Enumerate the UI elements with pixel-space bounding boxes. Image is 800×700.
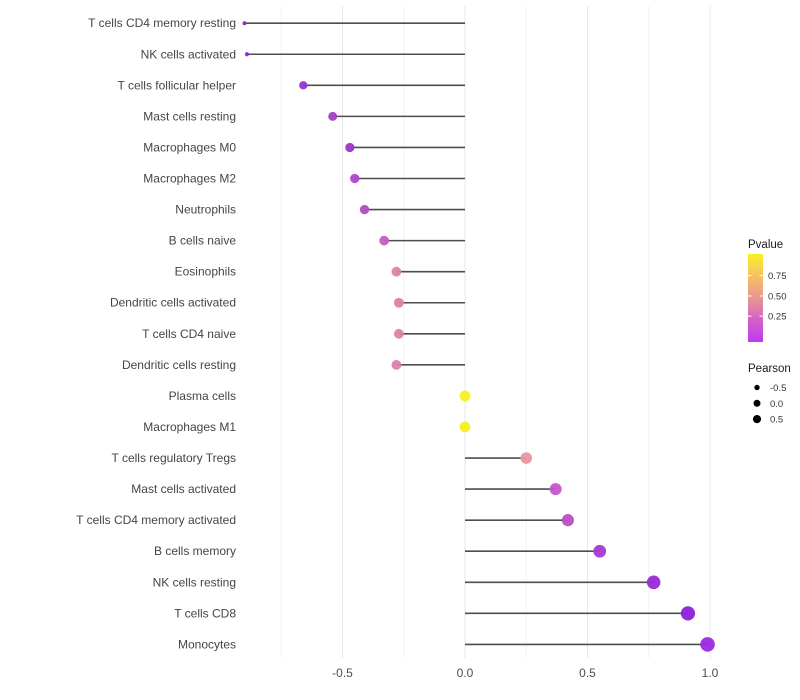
- y-axis-label: Plasma cells: [169, 389, 236, 403]
- lollipop-row: T cells regulatory Tregs: [112, 451, 533, 465]
- data-point: [359, 204, 370, 215]
- data-point: [646, 575, 661, 590]
- y-axis-label: Dendritic cells resting: [122, 358, 236, 372]
- lollipop-row: T cells CD8: [174, 606, 696, 621]
- y-axis-label: Dendritic cells activated: [110, 296, 236, 310]
- y-axis-label: B cells memory: [154, 544, 236, 558]
- lollipop-row: B cells memory: [154, 544, 607, 558]
- y-axis-label: Neutrophils: [175, 203, 236, 217]
- y-axis-label: T cells CD4 memory activated: [76, 513, 236, 527]
- data-point: [593, 544, 607, 558]
- data-point: [244, 52, 250, 57]
- y-axis-label: T cells follicular helper: [118, 78, 237, 92]
- lollipop-row: NK cells resting: [153, 575, 661, 589]
- legend-pvalue-title: Pvalue: [748, 239, 783, 251]
- y-axis-label: NK cells resting: [153, 575, 236, 589]
- y-axis-label: T cells CD4 naive: [142, 327, 236, 341]
- x-axis-tick-label: 1.0: [702, 666, 719, 680]
- data-point: [561, 514, 575, 527]
- pearson-legend-dot: [754, 384, 760, 391]
- y-axis-label: Mast cells resting: [143, 109, 236, 123]
- pearson-legend-label: -0.5: [770, 383, 786, 394]
- pearson-legend-dot: [752, 415, 762, 424]
- lollipop-row: B cells naive: [169, 234, 465, 248]
- data-point: [459, 390, 471, 402]
- y-axis-label: T cells CD8: [174, 606, 236, 620]
- data-point: [393, 297, 404, 308]
- y-axis-label: Macrophages M0: [143, 140, 236, 154]
- y-axis-label: Macrophages M2: [143, 172, 236, 186]
- data-point: [391, 266, 402, 277]
- lollipop-row: Macrophages M2: [143, 172, 465, 186]
- x-axis-tick-label: 0.5: [579, 666, 596, 680]
- data-point: [345, 142, 355, 153]
- data-point: [680, 606, 696, 621]
- colorbar-tick-label: 0.50: [768, 291, 787, 302]
- data-point: [379, 235, 389, 246]
- lollipop-row: T cells CD4 naive: [142, 327, 465, 341]
- data-point: [549, 483, 562, 496]
- x-axis: -0.5 0.0 0.5 1.0: [332, 666, 719, 680]
- y-axis-label: T cells CD4 memory resting: [88, 16, 236, 30]
- data-point: [350, 173, 360, 184]
- lollipop-row: Mast cells activated: [131, 482, 562, 496]
- lollipop-row: Dendritic cells resting: [122, 358, 465, 372]
- lollipop-row: Macrophages M0: [143, 140, 465, 154]
- data-point: [520, 452, 533, 464]
- lollipop-row: Monocytes: [178, 637, 715, 652]
- colorbar-tick-label: 0.25: [768, 312, 787, 323]
- grid-layer: [280, 6, 711, 658]
- lollipop-row: T cells CD4 memory resting: [88, 16, 465, 30]
- lollipop-row: Mast cells resting: [143, 109, 465, 123]
- y-axis-label: Monocytes: [178, 637, 236, 651]
- pearson-legend-label: 0.0: [770, 399, 783, 410]
- lollipop-row: Neutrophils: [175, 203, 465, 217]
- pvalue-colorbar: [748, 254, 763, 342]
- lollipop-row: NK cells activated: [141, 47, 465, 61]
- pearson-legend-label: 0.5: [770, 415, 783, 426]
- lollipop-row: Dendritic cells activated: [110, 296, 465, 310]
- y-axis-label: Mast cells activated: [131, 482, 236, 496]
- x-axis-tick-label: -0.5: [332, 666, 353, 680]
- colorbar-tick-label: 0.75: [768, 271, 787, 282]
- lollipop-row: Eosinophils: [175, 265, 465, 279]
- lollipop-row: T cells follicular helper: [118, 78, 465, 92]
- rows-layer: T cells CD4 memory resting NK cells activ…: [76, 16, 715, 652]
- data-point: [700, 637, 715, 652]
- y-axis-label: B cells naive: [169, 234, 237, 248]
- data-point: [391, 359, 402, 370]
- data-point: [242, 21, 247, 26]
- lollipop-row: Plasma cells: [169, 389, 471, 403]
- data-point: [459, 421, 471, 433]
- pearson-legend-dot: [753, 399, 761, 407]
- y-axis-label: Eosinophils: [175, 265, 236, 279]
- data-point: [328, 111, 338, 121]
- lollipop-row: T cells CD4 memory activated: [76, 513, 575, 527]
- x-axis-tick-label: 0.0: [457, 666, 474, 680]
- y-axis-label: T cells regulatory Tregs: [112, 451, 237, 465]
- legend-pearson-title: Pearson: [748, 363, 791, 375]
- y-axis-label: Macrophages M1: [143, 420, 236, 434]
- y-axis-label: NK cells activated: [141, 47, 236, 61]
- data-point: [299, 81, 308, 90]
- data-point: [393, 328, 404, 339]
- legend-pvalue: Pvalue 0.75 0.50 0.25: [748, 239, 787, 342]
- legend-pearson: Pearson -0.5 0.0 0.5: [748, 363, 791, 426]
- lollipop-row: Macrophages M1: [143, 420, 471, 434]
